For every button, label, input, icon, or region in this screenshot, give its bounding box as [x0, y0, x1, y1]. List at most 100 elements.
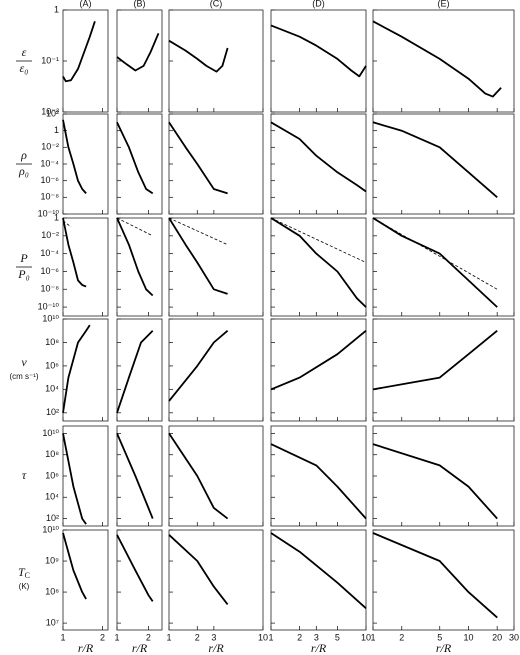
panel-frame — [270, 113, 367, 215]
y-tick-label: 10² — [46, 108, 59, 118]
column-title: (D) — [312, 0, 325, 8]
x-tick-label: 5 — [437, 632, 442, 642]
x-tick-label: 3 — [314, 632, 319, 642]
y-tick-label: 10⁻¹⁰ — [38, 301, 60, 311]
profile-line — [62, 217, 87, 288]
column-title: (C) — [210, 0, 223, 8]
x-tick-label: 20 — [492, 632, 502, 642]
x-tick-label: 1 — [370, 632, 375, 642]
y-axis-label-denominator: ε₀ — [20, 61, 29, 75]
reference-line — [168, 217, 228, 246]
y-axis-label: TC — [18, 565, 30, 580]
profile-line — [116, 217, 154, 297]
panel-frame — [270, 9, 367, 113]
panel-frame — [270, 425, 367, 527]
profile-line — [270, 443, 367, 520]
x-tick-label: 30 — [509, 632, 519, 642]
profile-line — [116, 534, 154, 602]
y-axis-label: ρ — [20, 148, 27, 162]
y-axis-label: ε — [22, 45, 27, 59]
panel-frame — [372, 425, 515, 527]
y-axis-label-denominator: ρ₀ — [18, 164, 29, 178]
y-axis-label-main: T — [18, 565, 26, 579]
x-tick-label: 1 — [114, 632, 119, 642]
y-tick-label: 10¹⁰ — [42, 524, 59, 534]
panel-frame — [62, 318, 109, 422]
profile-line — [62, 21, 96, 83]
panel-frame — [168, 113, 264, 215]
x-tick-label: 2 — [100, 632, 105, 642]
profile-line — [116, 32, 160, 72]
y-tick-label: 10⁹ — [45, 555, 59, 565]
x-axis-label: r/R — [208, 641, 224, 655]
y-tick-label: 10⁷ — [46, 617, 59, 627]
y-tick-label: 10⁻⁴ — [40, 158, 59, 168]
panel-frame — [62, 9, 109, 113]
y-axis-label-main: v — [21, 355, 27, 369]
panel-frame — [116, 113, 163, 215]
panel-frame — [116, 217, 163, 317]
panel-frame — [168, 217, 264, 317]
y-axis-label-main: τ — [22, 468, 27, 482]
panel-frame — [62, 217, 109, 317]
y-axis-label-denominator: P₀ — [17, 267, 30, 281]
x-tick-label: 1 — [166, 632, 171, 642]
y-tick-label: 10⁸ — [45, 586, 59, 596]
profile-line — [168, 217, 228, 295]
y-axis-label: v — [21, 355, 27, 369]
panel-frame — [168, 318, 264, 422]
column-title: (B) — [134, 0, 146, 8]
y-tick-label: 10⁴ — [45, 492, 59, 502]
x-tick-label: 5 — [335, 632, 340, 642]
y-tick-label: 10⁶ — [45, 470, 59, 480]
profile-line — [270, 24, 367, 78]
y-tick-label: 1 — [54, 212, 59, 222]
panel-frame — [116, 529, 163, 631]
y-tick-label: 10⁴ — [45, 384, 59, 394]
profile-line — [116, 121, 154, 195]
reference-line — [270, 217, 367, 263]
y-tick-label: 10⁻⁸ — [40, 284, 59, 294]
x-axis-label: r/R — [436, 641, 452, 655]
column-title: (A) — [80, 0, 92, 8]
y-tick-label: 1 — [54, 125, 59, 135]
y-tick-label: 10⁻⁸ — [40, 192, 59, 202]
profile-line — [372, 443, 498, 520]
panel-frame — [168, 529, 264, 631]
y-tick-label: 10⁻⁴ — [40, 248, 59, 258]
panel-frame — [270, 529, 367, 631]
profile-line — [168, 534, 229, 605]
profile-line — [116, 330, 154, 414]
y-tick-label: 10⁻² — [41, 142, 59, 152]
panel-frame — [372, 318, 515, 422]
x-axis-label: r/R — [311, 641, 327, 655]
y-axis-label: τ — [22, 468, 27, 482]
x-tick-label: 3 — [211, 632, 216, 642]
panel-frame — [270, 318, 367, 422]
profile-line — [62, 532, 87, 600]
profile-line — [270, 121, 367, 193]
panel-frame — [168, 9, 264, 113]
y-tick-label: 10⁻¹ — [41, 55, 59, 65]
x-tick-label: 10 — [463, 632, 473, 642]
y-tick-label: 1 — [54, 4, 59, 14]
y-tick-label: 10⁻⁶ — [41, 266, 60, 276]
y-tick-label: 10² — [46, 513, 59, 523]
y-axis-label: P — [19, 251, 28, 265]
profile-line — [168, 330, 229, 402]
y-tick-label: 10⁸ — [45, 449, 59, 459]
y-tick-label: 10⁻⁶ — [41, 175, 60, 185]
panel-frame — [62, 529, 109, 631]
x-axis-label: r/R — [78, 641, 94, 655]
x-axis-label: r/R — [132, 641, 148, 655]
profile-line — [62, 119, 87, 194]
x-tick-label: 2 — [195, 632, 200, 642]
profile-line — [372, 532, 498, 619]
y-axis-label-sub: C — [25, 571, 30, 580]
y-tick-label: 10⁸ — [45, 337, 59, 347]
x-tick-label: 2 — [297, 632, 302, 642]
column-title: (E) — [438, 0, 450, 8]
profile-line — [270, 532, 367, 609]
panel-frame — [168, 425, 264, 527]
y-tick-label: 10¹⁰ — [42, 313, 59, 323]
